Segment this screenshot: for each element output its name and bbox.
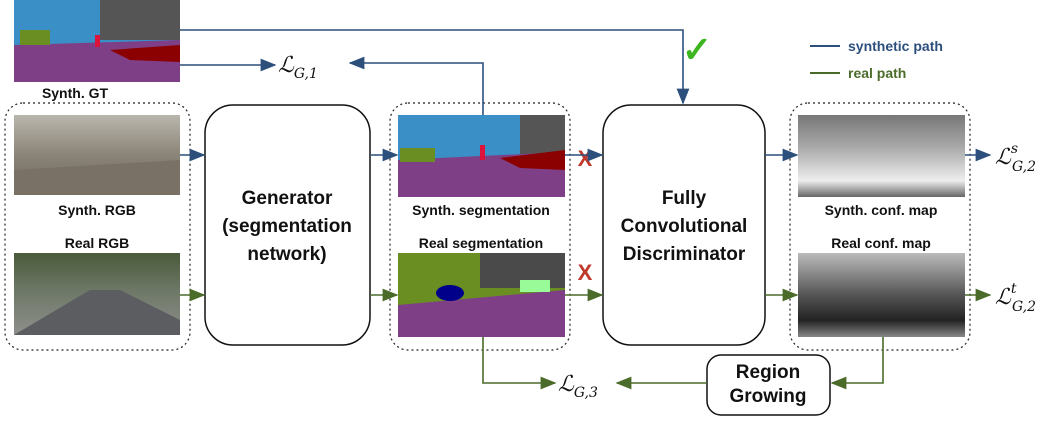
image-label: Synth. conf. map — [825, 202, 938, 218]
node-label: Discriminator — [623, 244, 746, 265]
image-label: Synth. segmentation — [412, 202, 550, 218]
legend-label: real path — [848, 65, 906, 81]
image-label: Real conf. map — [831, 235, 931, 251]
loss-sub: G,1 — [294, 66, 318, 82]
loss: ℒG,1 — [278, 53, 318, 82]
loss-sub: G,2 — [1012, 299, 1036, 315]
image-label: Real RGB — [65, 235, 130, 251]
image — [14, 0, 180, 82]
node-label: Fully — [662, 188, 707, 209]
loss-sup: t — [1011, 281, 1017, 297]
node-label: Growing — [729, 386, 806, 407]
loss-symbol: ℒ — [558, 372, 575, 397]
group-box — [789, 102, 971, 351]
arrows — [180, 29, 992, 390]
image-label: Synth. RGB — [58, 202, 136, 218]
loss: ℒs G,2 — [995, 141, 1036, 175]
image — [14, 115, 180, 195]
image-label: Synth. GT — [42, 85, 109, 101]
image — [798, 115, 965, 197]
node-label: Generator — [242, 188, 333, 209]
loss-sup: s — [1011, 141, 1018, 157]
image — [398, 253, 565, 337]
loss-sub: G,2 — [1012, 159, 1036, 175]
legend-label: synthetic path — [848, 38, 943, 54]
group-box — [389, 102, 571, 351]
image — [14, 253, 180, 335]
loss-symbol: ℒ — [995, 145, 1012, 170]
loss: ℒt G,2 — [995, 281, 1036, 315]
region-growing-box — [706, 354, 831, 416]
node-label: (segmentation — [222, 216, 352, 237]
cross: X — [578, 146, 593, 171]
loss-symbol: ℒ — [995, 285, 1012, 310]
loss: ℒG,3 — [558, 372, 598, 401]
image — [398, 115, 565, 197]
node-label: Convolutional — [621, 216, 748, 237]
discriminator-box — [602, 104, 766, 346]
node-label: Region — [736, 362, 800, 383]
cross: X — [578, 260, 593, 285]
group-box — [4, 102, 191, 351]
image-label: Real segmentation — [419, 235, 543, 251]
node-label: network) — [247, 244, 326, 265]
check: ✓ — [682, 29, 712, 70]
image — [798, 253, 965, 337]
loss-symbol: ℒ — [278, 53, 295, 78]
generator-box — [204, 104, 371, 346]
loss-sub: G,3 — [574, 385, 598, 401]
